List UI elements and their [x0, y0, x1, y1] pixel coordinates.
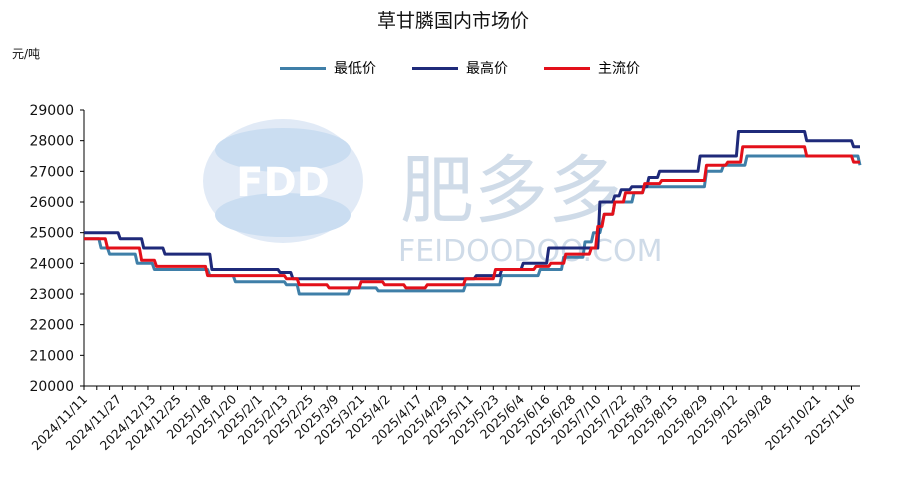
watermark: FDD 肥多多 FEIDOODOO.COM: [203, 119, 662, 269]
watermark-brand-cn: 肥多多: [400, 148, 622, 234]
y-tick-label: 29000: [29, 103, 74, 119]
y-tick-label: 26000: [29, 195, 74, 211]
series-line-main: [84, 145, 860, 290]
watermark-logo-text: FDD: [236, 160, 330, 206]
legend-swatch-main: [544, 66, 590, 70]
series-line-low: [84, 154, 862, 296]
y-axis-ticks: 20000 21000 22000 23000 24000 25000 26000 27000…: [29, 103, 84, 395]
y-tick-label: 21000: [29, 348, 74, 364]
legend-label-high: 最高价: [466, 61, 508, 77]
x-axis-ticks: 2024/11/112024/11/272024/12/132024/12/25…: [29, 386, 858, 453]
y-tick-label: 24000: [29, 256, 74, 272]
legend-item-high: 最高价: [412, 58, 508, 78]
watermark-leaf-bottom-icon: [215, 193, 351, 237]
legend-swatch-high: [412, 66, 458, 70]
legend-swatch-low: [280, 66, 326, 70]
axes: [83, 110, 860, 387]
legend-label-low: 最低价: [334, 61, 376, 77]
watermark-leaf-top-icon: [215, 128, 351, 172]
y-tick-label: 27000: [29, 164, 74, 180]
y-tick-label: 28000: [29, 134, 74, 150]
y-tick-label: 20000: [29, 379, 74, 395]
y-tick-label: 23000: [29, 287, 74, 303]
y-axis-unit-label: 元/吨: [12, 47, 41, 61]
chart-legend: 最低价 最高价 主流价: [280, 58, 640, 78]
legend-item-main: 主流价: [544, 58, 640, 78]
chart-title: 草甘膦国内市场价: [376, 10, 529, 32]
series-line-high: [84, 130, 860, 281]
series-lines: [84, 130, 862, 296]
y-tick-label: 22000: [29, 318, 74, 334]
y-tick-label: 25000: [29, 226, 74, 242]
legend-item-low: 最低价: [280, 58, 376, 78]
legend-label-main: 主流价: [598, 61, 640, 77]
